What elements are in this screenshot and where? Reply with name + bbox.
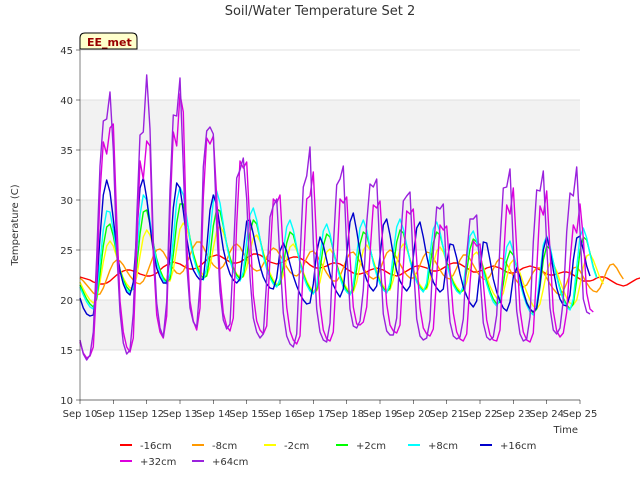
- legend-item: +8cm: [408, 441, 458, 452]
- x-tick-label: Sep 13: [163, 409, 198, 420]
- legend-label: +64cm: [212, 457, 248, 468]
- legend-label: -2cm: [284, 441, 309, 452]
- background-band: [80, 200, 580, 250]
- legend-item: +32cm: [120, 457, 176, 468]
- x-tick-label: Sep 21: [429, 409, 464, 420]
- legend-item: +64cm: [192, 457, 248, 468]
- legend-item: -16cm: [120, 441, 172, 452]
- series-lines: [79, 74, 640, 361]
- y-axis-ticks: 10 15 20 25 30 35 40 45: [60, 46, 80, 407]
- legend-label: -16cm: [140, 441, 172, 452]
- legend-label: +8cm: [428, 441, 458, 452]
- y-tick-label: 15: [60, 346, 73, 357]
- y-tick-label: 35: [60, 146, 73, 157]
- x-tick-label: Sep 16: [263, 409, 298, 420]
- x-tick-label: Sep 10: [63, 409, 98, 420]
- x-tick-label: Sep 22: [463, 409, 498, 420]
- x-tick-label: Sep 25: [563, 409, 598, 420]
- x-tick-label: Sep 14: [196, 409, 231, 420]
- legend-label: +2cm: [356, 441, 386, 452]
- x-tick-label: Sep 11: [96, 409, 131, 420]
- legend-item: -8cm: [192, 441, 237, 452]
- x-tick-label: Sep 12: [129, 409, 164, 420]
- y-tick-label: 45: [60, 46, 73, 57]
- y-tick-label: 10: [60, 396, 73, 407]
- legend-label: -8cm: [212, 441, 237, 452]
- x-tick-label: Sep 20: [396, 409, 431, 420]
- y-axis-label: Temperature (C): [10, 184, 21, 266]
- background-band: [80, 350, 580, 400]
- series-line-64cm: [79, 74, 591, 361]
- x-tick-label: Sep 18: [329, 409, 364, 420]
- x-tick-label: Sep 23: [496, 409, 531, 420]
- legend-item: +2cm: [336, 441, 386, 452]
- x-tick-label: Sep 15: [229, 409, 264, 420]
- x-tick-label: Sep 17: [296, 409, 331, 420]
- y-tick-label: 25: [60, 246, 73, 257]
- background-band: [80, 100, 580, 150]
- x-tick-label: Sep 19: [363, 409, 398, 420]
- badge-label: EE_met: [87, 36, 132, 49]
- badge-box: [79, 32, 138, 50]
- x-tick-label: Sep 24: [529, 409, 564, 420]
- y-tick-label: 20: [60, 296, 73, 307]
- legend-item: +16cm: [480, 441, 536, 452]
- background-band: [80, 150, 580, 200]
- legend: -16cm -8cm -2cm +2cm +8cm +16cm +32cm +64cm: [120, 441, 536, 468]
- station-badge: EE_met: [79, 32, 138, 50]
- y-tick-label: 40: [60, 96, 73, 107]
- series-line-32cm: [79, 93, 594, 359]
- chart-title: Soil/Water Temperature Set 2: [225, 4, 416, 19]
- legend-label: +16cm: [500, 441, 536, 452]
- y-tick-label: 30: [60, 196, 73, 207]
- legend-item: -2cm: [264, 441, 309, 452]
- background-band: [80, 50, 580, 100]
- x-axis-label: Time: [553, 425, 578, 436]
- legend-label: +32cm: [140, 457, 176, 468]
